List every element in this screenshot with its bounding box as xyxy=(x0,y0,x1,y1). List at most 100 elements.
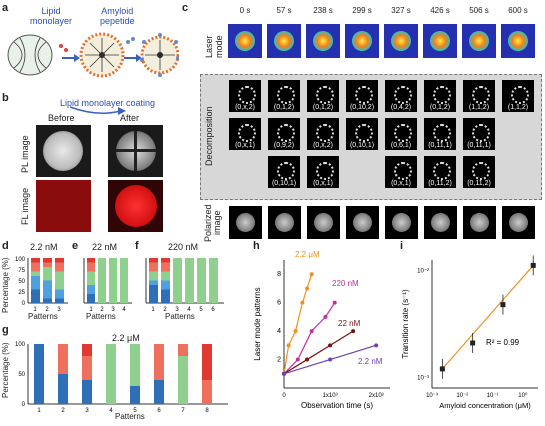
laser-spot xyxy=(352,31,372,51)
panel-h-ytick: 4 xyxy=(277,328,281,335)
panel-f-xtick: 3 xyxy=(175,307,179,313)
panel-d-ytick: 50 xyxy=(18,279,25,285)
panel-d-ytick: 75 xyxy=(18,268,25,274)
panel-def-stacked-bars: 0 25 50 75 100 1 2 3 1 2 3 4 1 2 3 4 5 6 xyxy=(15,257,224,313)
mode-index-label: (0,1,2) xyxy=(429,104,451,111)
panel-h-point xyxy=(332,300,337,305)
laser-mode-image xyxy=(267,24,301,58)
panel-i-ytick: 10⁻² xyxy=(417,269,429,275)
panel-g-bar xyxy=(34,344,44,404)
panel-label-a: a xyxy=(2,2,9,14)
panel-e-bar xyxy=(87,258,95,263)
mode-pattern xyxy=(472,124,490,142)
panel-g-bar xyxy=(58,374,68,404)
panel-g-bar xyxy=(106,344,116,404)
laser-spot xyxy=(235,31,255,51)
time-label: 327 s xyxy=(391,6,411,15)
panel-label-b: b xyxy=(2,92,9,104)
panel-e-bar xyxy=(120,258,128,303)
panel-h-xlabel: Observation time (s) xyxy=(301,401,373,410)
decomposition-mode-image: (1,1,2) xyxy=(463,80,495,112)
polarized-spot xyxy=(236,213,255,232)
panel-h-xtick: 2x10³ xyxy=(369,393,384,399)
decomposition-mode-image: (0,x,1) xyxy=(307,156,339,188)
panel-g-bar xyxy=(202,380,212,404)
mode-pattern xyxy=(394,124,412,142)
panel-g-xtick: 3 xyxy=(85,408,89,414)
panel-f-bar xyxy=(149,280,158,285)
panel-h-series-label: 2.2 nM xyxy=(358,357,383,366)
lipid-label-line2: monolayer xyxy=(30,16,73,26)
panel-g-xtick: 4 xyxy=(109,408,113,414)
panel-h-line-chart: 2 4 6 8 0 1x10³ 2x10³ Observation time (s) Laser… xyxy=(253,250,390,410)
mode-pattern xyxy=(472,162,490,180)
panel-i-point xyxy=(530,262,536,268)
panel-g-bar xyxy=(202,344,212,380)
panel-d-bar xyxy=(43,262,52,267)
after-label: After xyxy=(120,113,140,123)
panel-e-bar xyxy=(98,258,106,303)
panel-label-d: d xyxy=(2,240,9,252)
time-label: 299 s xyxy=(352,6,372,15)
panel-d-bar xyxy=(55,262,64,272)
panel-g-ytick: 100 xyxy=(15,342,26,348)
laser-spot xyxy=(391,31,411,51)
laser-spot xyxy=(469,31,489,51)
panel-h-series-label: 220 nM xyxy=(332,279,359,288)
pl-image-label: PL image xyxy=(20,135,30,173)
panel-h-point xyxy=(305,357,310,362)
panel-g-bar xyxy=(178,344,188,356)
panel-h-point xyxy=(323,314,328,319)
panel-g-bar xyxy=(130,344,140,386)
panel-e-xtick: 2 xyxy=(100,307,104,313)
panel-h-point xyxy=(374,343,379,348)
pl-image-after xyxy=(108,125,163,177)
panel-d-xtick: 2 xyxy=(45,307,49,313)
panel-f-xtick: 6 xyxy=(211,307,215,313)
panel-i-xtick: 10⁻¹ xyxy=(487,393,499,399)
mode-index-label: (0,6,1) xyxy=(390,142,412,149)
mode-pattern xyxy=(238,86,256,104)
panel-h-point xyxy=(309,272,314,277)
decomposition-mode-image: (0,11,2) xyxy=(463,156,495,188)
panel-e-conc: 22 nM xyxy=(92,242,118,252)
mode-index-label: (1,1,2) xyxy=(468,104,490,111)
panel-h-ytick: 8 xyxy=(277,271,281,278)
mode-index-label: (0,10,2) xyxy=(349,104,375,111)
panel-g-bar xyxy=(130,386,140,404)
panel-f-bar xyxy=(161,258,170,263)
panel-h-series-label: 2.2 μM xyxy=(295,250,320,259)
panel-d-conc: 2.2 nM xyxy=(30,242,58,252)
panel-i-scatter-chart: 10⁻³ 10⁻² 10⁻¹ 10⁰ 10⁻³ 10⁻² Amyloid concentra… xyxy=(401,255,538,410)
panel-i-ytick: 10⁻³ xyxy=(417,375,429,381)
decomposition-mode-image: (1,1,2) xyxy=(502,80,534,112)
panel-e-bar xyxy=(87,285,95,294)
mode-pattern xyxy=(316,86,334,104)
panel-f-bar xyxy=(209,258,218,303)
panel-d-xtick: 1 xyxy=(33,307,37,313)
time-label: 238 s xyxy=(313,6,333,15)
panel-g-xtick: 1 xyxy=(37,408,41,414)
decomposition-mode-image: (0,1,2) xyxy=(307,80,339,112)
panel-d-bar xyxy=(43,298,52,303)
laser-spot xyxy=(274,31,294,51)
mode-pattern xyxy=(355,86,373,104)
mode-index-label: (0,9,2) xyxy=(273,142,295,149)
panel-i-ylabel: Transition rate (s⁻¹) xyxy=(401,289,410,359)
decomposition-mode-image: (0,4,2) xyxy=(385,80,417,112)
panel-f-bar xyxy=(149,285,158,303)
decomposition-label: Decomposition xyxy=(204,106,214,166)
panel-h-point xyxy=(300,300,305,305)
mode-pattern xyxy=(277,86,295,104)
laser-spot xyxy=(508,31,528,51)
panel-f-bar xyxy=(185,258,194,303)
laser-spot xyxy=(313,31,333,51)
panel-g-bar xyxy=(82,356,92,380)
coating-title: Lipid monolayer coating xyxy=(60,98,156,108)
panel-h-ytick: 6 xyxy=(277,300,281,307)
decomposition-mode-image: (0,10,2) xyxy=(346,80,378,112)
mode-pattern xyxy=(472,86,490,104)
polarized-spot xyxy=(392,213,411,232)
panel-g-xlabel: Patterns xyxy=(115,412,145,421)
mode-index-label: (0,4,2) xyxy=(390,104,412,111)
